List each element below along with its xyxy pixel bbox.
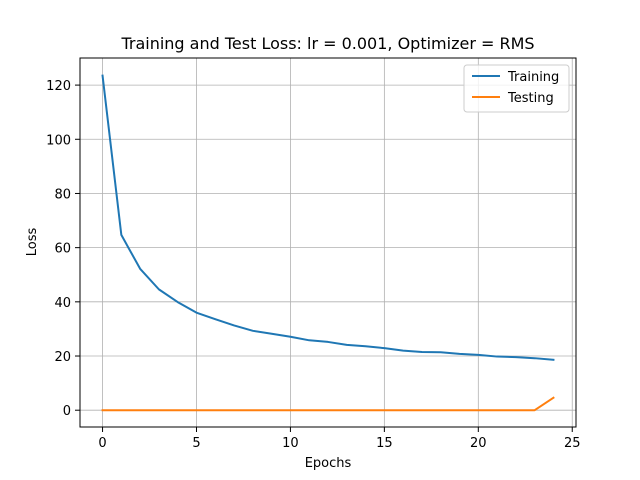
x-tick-label: 15 bbox=[376, 436, 393, 451]
y-tick-label: 40 bbox=[54, 296, 71, 311]
x-tick-label: 0 bbox=[98, 436, 106, 451]
chart-title: Training and Test Loss: lr = 0.001, Opti… bbox=[120, 34, 534, 53]
y-tick-label: 0 bbox=[63, 404, 71, 419]
legend: Training Testing bbox=[463, 64, 570, 113]
y-tick-label: 120 bbox=[46, 79, 71, 94]
legend-label-testing: Testing bbox=[507, 91, 554, 106]
y-tick-label: 100 bbox=[46, 133, 71, 148]
y-tick-label: 80 bbox=[54, 187, 71, 202]
y-axis-title: Loss bbox=[25, 228, 40, 257]
grid bbox=[80, 58, 576, 427]
x-tick-label: 10 bbox=[282, 436, 299, 451]
series-line-testing bbox=[101, 396, 555, 412]
y-tick-label: 60 bbox=[54, 242, 71, 257]
x-tick-label: 25 bbox=[564, 436, 581, 451]
y-tick-label: 20 bbox=[54, 350, 71, 365]
x-tick-label: 5 bbox=[192, 436, 200, 451]
x-tick-label: 20 bbox=[470, 436, 487, 451]
series-lines bbox=[101, 74, 555, 412]
axis-ticks: 0 5 10 15 20 25 0 20 40 60 80 100 120 bbox=[46, 79, 580, 451]
series-line-training bbox=[101, 74, 555, 361]
plot-area-frame bbox=[79, 57, 577, 428]
x-axis-title: Epochs bbox=[305, 456, 352, 471]
legend-label-training: Training bbox=[507, 70, 559, 85]
